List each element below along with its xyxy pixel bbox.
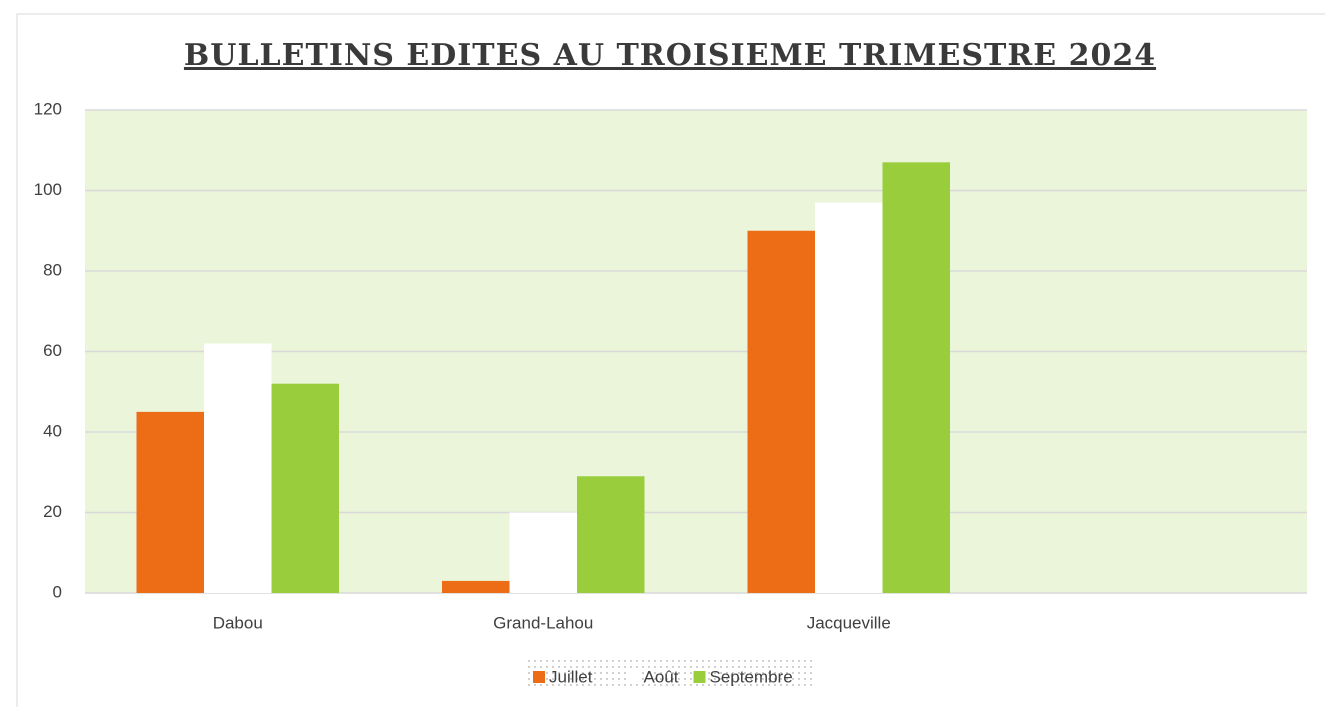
y-tick-label: 120 xyxy=(34,99,62,118)
y-tick-label: 80 xyxy=(43,260,62,279)
bar xyxy=(882,162,950,593)
bar xyxy=(204,343,272,593)
bar xyxy=(747,230,815,593)
legend-label: Septembre xyxy=(710,667,793,686)
legend-swatch xyxy=(693,671,706,683)
x-tick-label: Jacqueville xyxy=(807,613,891,632)
legend-box xyxy=(525,657,815,689)
y-tick-label: 0 xyxy=(53,582,62,601)
y-tick-label: 60 xyxy=(43,341,62,360)
bar xyxy=(271,383,339,593)
chart-title: BULLETINS EDITES AU TROISIEME TRIMESTRE … xyxy=(184,38,1156,73)
legend-label: Juillet xyxy=(549,667,593,686)
y-tick-label: 100 xyxy=(34,180,62,199)
legend-label: Août xyxy=(644,667,679,686)
x-tick-label: Dabou xyxy=(213,613,263,632)
y-tick-label: 40 xyxy=(43,421,62,440)
bar xyxy=(815,202,883,593)
bar xyxy=(136,411,204,593)
bar xyxy=(577,476,645,593)
y-tick-label: 20 xyxy=(43,502,62,521)
chart-border xyxy=(16,13,1325,707)
legend-swatch xyxy=(533,671,545,683)
legend-swatch xyxy=(627,671,640,683)
bar xyxy=(509,512,577,593)
bar xyxy=(442,580,510,593)
x-tick-label: Grand-Lahou xyxy=(493,613,593,632)
